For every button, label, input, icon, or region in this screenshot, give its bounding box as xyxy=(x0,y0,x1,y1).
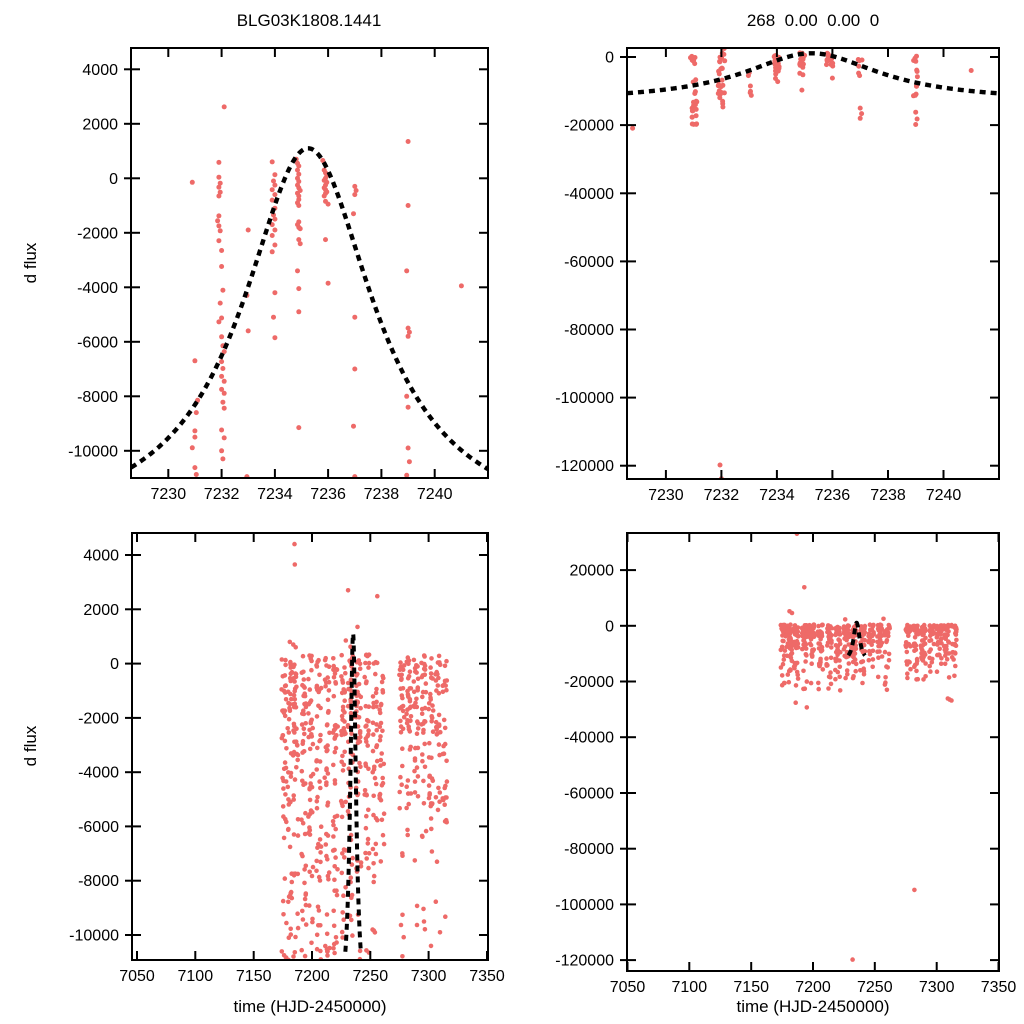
svg-text:7236: 7236 xyxy=(815,487,851,504)
model-curve xyxy=(131,146,488,472)
panel-title-top-right: 268 0.00 0.00 0 xyxy=(746,11,880,30)
panel-top-right: 7230 7232 7234 7236 7238 7240 0 -20000 -40000 -60… xyxy=(555,47,1000,505)
scatter-points xyxy=(189,104,464,478)
axis-tick-labels: 7230 7232 7234 7236 7238 7240 4000 2000 0 -2000 -4… xyxy=(68,62,452,503)
x-axis-label-bottom-right: time (HJD-2450000) xyxy=(736,997,890,1016)
plot-frame xyxy=(626,47,1000,480)
panel-bottom-left: 7050 7100 7150 7200 7250 7300 7350 4000 2000 0 -20… xyxy=(69,532,505,986)
scatter-points xyxy=(279,541,450,960)
svg-text:2000: 2000 xyxy=(82,116,118,133)
svg-text:7236: 7236 xyxy=(310,486,346,503)
axis-tick-labels: 7050 7100 7150 7200 7250 7300 7350 4000 2000 0 -20… xyxy=(69,548,505,986)
svg-text:-6000: -6000 xyxy=(78,819,119,836)
y-axis-label-top: d flux xyxy=(21,242,40,284)
svg-text:7232: 7232 xyxy=(204,486,240,503)
scatter-points xyxy=(630,48,974,479)
svg-text:7240: 7240 xyxy=(417,486,453,503)
svg-text:-4000: -4000 xyxy=(77,280,118,297)
svg-text:7250: 7250 xyxy=(353,968,389,985)
plot-frame xyxy=(626,532,1000,972)
svg-text:-20000: -20000 xyxy=(564,674,614,691)
svg-text:0: 0 xyxy=(109,171,118,188)
svg-text:7238: 7238 xyxy=(364,486,400,503)
axis-tick-labels: 7230 7232 7234 7236 7238 7240 0 -20000 -40000 -60… xyxy=(555,50,961,505)
axis-ticks xyxy=(125,533,488,960)
model-curve xyxy=(343,631,363,954)
svg-text:7150: 7150 xyxy=(236,968,272,985)
y-axis-label-bottom: d flux xyxy=(21,725,40,767)
svg-text:7100: 7100 xyxy=(672,979,708,996)
svg-text:0: 0 xyxy=(110,656,119,673)
axis-ticks xyxy=(620,533,1000,971)
svg-text:-40000: -40000 xyxy=(564,186,614,203)
svg-text:4000: 4000 xyxy=(83,548,119,565)
axis-ticks xyxy=(620,48,999,479)
svg-text:-6000: -6000 xyxy=(77,334,118,351)
svg-text:7234: 7234 xyxy=(759,487,795,504)
svg-text:-60000: -60000 xyxy=(564,254,614,271)
svg-text:-4000: -4000 xyxy=(78,765,119,782)
svg-text:7200: 7200 xyxy=(795,979,831,996)
svg-text:7150: 7150 xyxy=(733,979,769,996)
scatter-points xyxy=(778,533,959,962)
svg-text:-8000: -8000 xyxy=(78,873,119,890)
svg-text:7238: 7238 xyxy=(870,487,906,504)
svg-text:7230: 7230 xyxy=(151,486,187,503)
svg-text:2000: 2000 xyxy=(83,602,119,619)
svg-text:7350: 7350 xyxy=(981,979,1017,996)
svg-text:7300: 7300 xyxy=(919,979,955,996)
svg-text:-80000: -80000 xyxy=(564,841,614,858)
plot-frame xyxy=(131,532,489,961)
svg-text:7240: 7240 xyxy=(926,487,962,504)
svg-text:7232: 7232 xyxy=(704,487,740,504)
svg-text:7100: 7100 xyxy=(178,968,214,985)
svg-text:7300: 7300 xyxy=(411,968,447,985)
x-axis-label-bottom-left: time (HJD-2450000) xyxy=(233,997,387,1016)
svg-text:7234: 7234 xyxy=(257,486,293,503)
svg-text:-120000: -120000 xyxy=(555,458,614,475)
panel-top-left: 7230 7232 7234 7236 7238 7240 4000 2000 0 -2000 -4… xyxy=(68,47,489,503)
svg-text:0: 0 xyxy=(605,50,614,67)
model-curve xyxy=(627,51,999,96)
svg-text:-120000: -120000 xyxy=(555,953,614,970)
axis-tick-labels: 7050 7100 7150 7200 7250 7300 7350 20000 0 -20000… xyxy=(555,563,1016,996)
svg-text:-10000: -10000 xyxy=(68,443,118,460)
svg-text:7230: 7230 xyxy=(648,487,684,504)
svg-text:7050: 7050 xyxy=(610,979,646,996)
svg-text:7200: 7200 xyxy=(294,968,330,985)
svg-text:-100000: -100000 xyxy=(555,897,614,914)
svg-text:7250: 7250 xyxy=(857,979,893,996)
svg-text:7050: 7050 xyxy=(119,968,155,985)
svg-text:7350: 7350 xyxy=(469,968,505,985)
svg-text:-2000: -2000 xyxy=(78,710,119,727)
model-curve xyxy=(846,620,867,657)
svg-text:-40000: -40000 xyxy=(564,730,614,747)
panel-title-top-left: BLG03K1808.1441 xyxy=(236,11,382,30)
svg-text:-8000: -8000 xyxy=(77,389,118,406)
svg-text:-20000: -20000 xyxy=(564,118,614,135)
plot-frame xyxy=(130,47,489,479)
svg-text:-2000: -2000 xyxy=(77,225,118,242)
svg-text:-10000: -10000 xyxy=(69,928,119,945)
svg-text:-80000: -80000 xyxy=(564,322,614,339)
svg-text:4000: 4000 xyxy=(82,62,118,79)
svg-text:20000: 20000 xyxy=(570,563,615,580)
panel-bottom-right: 7050 7100 7150 7200 7250 7300 7350 20000 0 -20000… xyxy=(555,532,1016,996)
svg-text:-60000: -60000 xyxy=(564,786,614,803)
svg-text:0: 0 xyxy=(605,618,614,635)
svg-text:-100000: -100000 xyxy=(555,390,614,407)
axis-ticks xyxy=(124,48,488,478)
